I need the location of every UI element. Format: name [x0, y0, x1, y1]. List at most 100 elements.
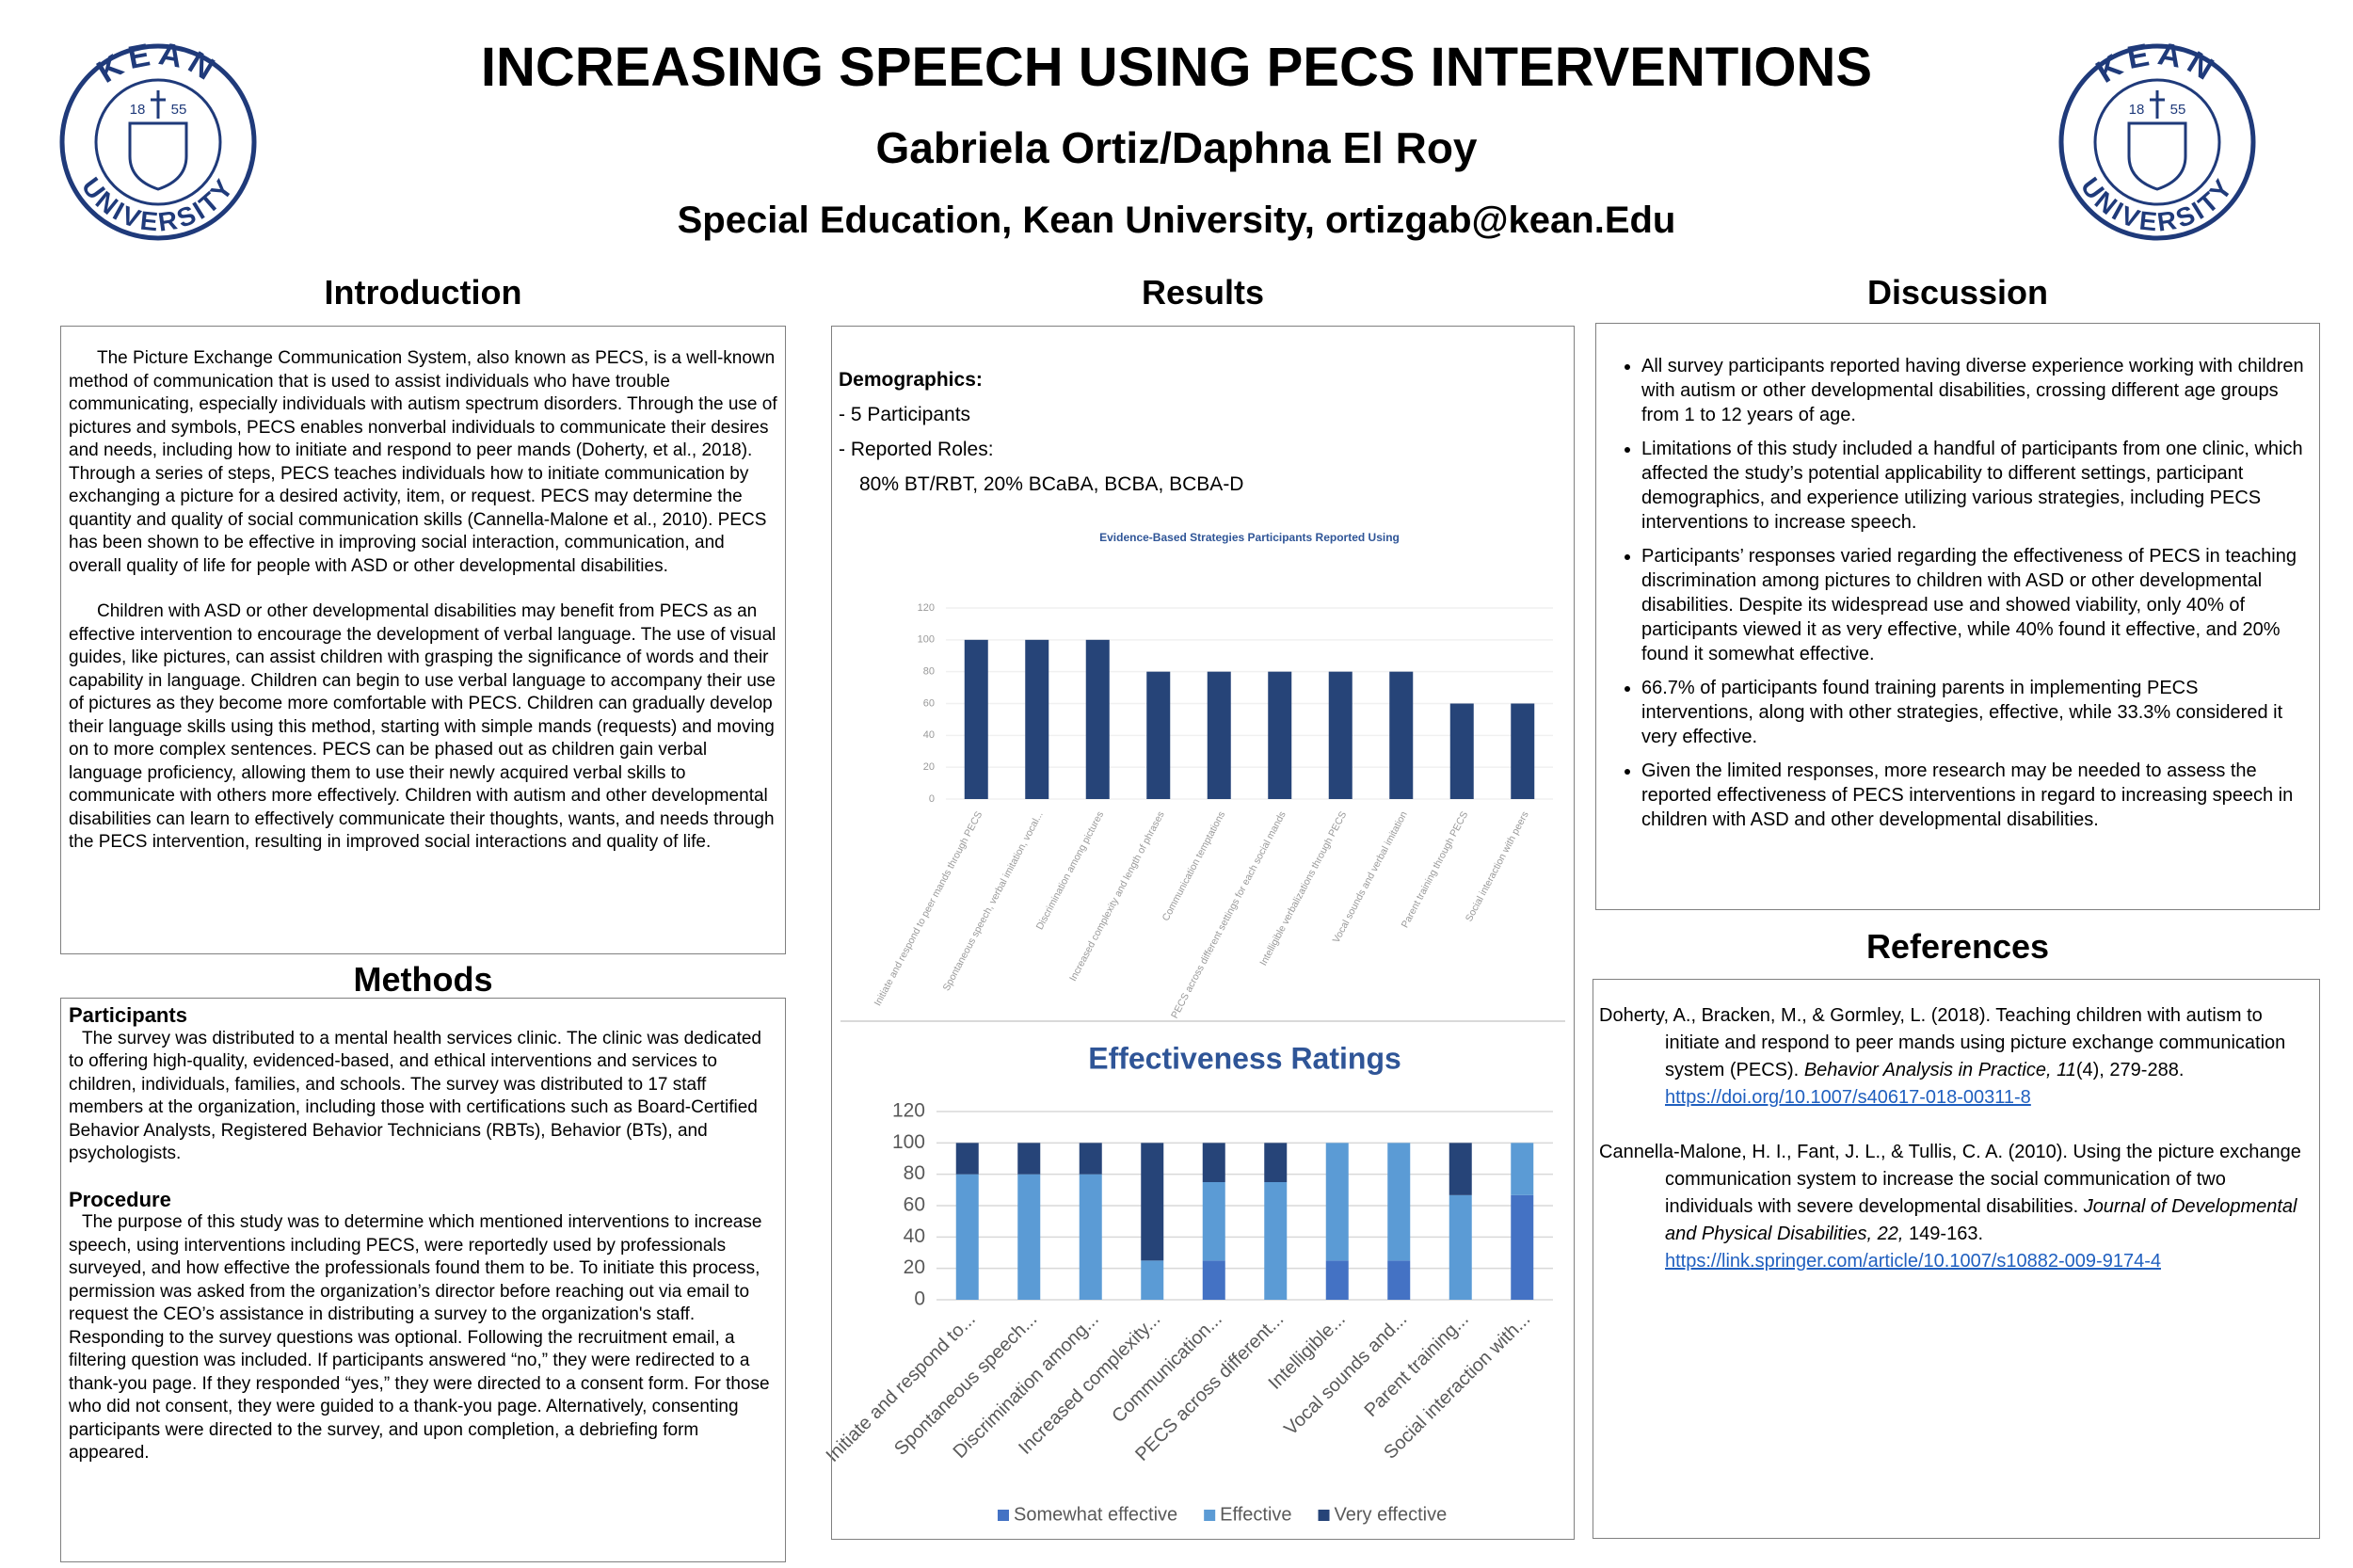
- section-heading: Methods: [353, 960, 493, 999]
- legend-label: Very effective: [1335, 1504, 1448, 1525]
- bar-segment: [1449, 1143, 1472, 1195]
- bar-segment: [1141, 1143, 1164, 1261]
- reference-journal: Behavior Analysis in Practice,: [1803, 1060, 2052, 1080]
- discussion-list: All survey participants reported having …: [1604, 354, 2312, 832]
- reference-pages: (4), 279-288.: [2075, 1060, 2185, 1080]
- logo-year: 18: [2129, 102, 2145, 118]
- title: INCREASING SPEECH USING PECS INTERVENTIO…: [480, 37, 1873, 98]
- legend-swatch: [1318, 1510, 1330, 1521]
- section-heading: Introduction: [324, 273, 522, 312]
- reference-volume: 22,: [1877, 1224, 1904, 1244]
- bar-segment: [955, 1143, 979, 1175]
- bar: [1085, 639, 1110, 799]
- demographics-line: - Reported Roles:: [839, 439, 994, 460]
- reference-text: Doherty, A., Bracken, M., & Gormley, L. …: [1599, 1005, 2286, 1080]
- bar-segment: [1325, 1260, 1349, 1300]
- demographics: Demographics: - 5 Participants - Reporte…: [839, 362, 1243, 502]
- bar-segment: [1511, 1143, 1534, 1195]
- bar: [1328, 671, 1353, 799]
- y-tick-label: 100: [918, 634, 935, 646]
- bar: [1146, 671, 1171, 799]
- discussion-item: Given the limited responses, more resear…: [1641, 759, 2312, 832]
- section-heading: References: [1865, 927, 2050, 966]
- bar-segment: [1202, 1143, 1225, 1182]
- subheading: Participants: [69, 1003, 187, 1027]
- y-tick-label: 120: [918, 602, 935, 614]
- bar-segment: [1141, 1260, 1164, 1300]
- logo-ring: [59, 43, 257, 241]
- section-heading: Discussion: [1866, 273, 2049, 312]
- bar-segment: [955, 1174, 979, 1300]
- chart-title: Evidence-Based Strategies Participants R…: [1099, 531, 1400, 544]
- methods-box: Participants The survey was distributed …: [60, 998, 786, 1562]
- legend-label: Somewhat effective: [1014, 1504, 1177, 1525]
- y-tick-label: 20: [904, 1256, 925, 1278]
- discussion-item: Limitations of this study included a han…: [1641, 437, 2312, 535]
- subheading: Procedure: [69, 1187, 171, 1211]
- bar-segment: [1325, 1143, 1349, 1261]
- bar: [1511, 703, 1535, 799]
- logo-year: 55: [2170, 102, 2186, 118]
- reference: Doherty, A., Bracken, M., & Gormley, L. …: [1599, 1002, 2313, 1112]
- bar-segment: [1202, 1182, 1225, 1261]
- demographics-line: - 5 Participants: [839, 404, 971, 425]
- logo-ring: [2093, 78, 2221, 206]
- discussion-item: Participants’ responses varied regarding…: [1641, 544, 2312, 666]
- bar: [1207, 671, 1231, 799]
- bar-segment: [1202, 1260, 1225, 1300]
- paragraph: Children with ASD or other developmental…: [69, 601, 776, 852]
- chart-title: Effectiveness Ratings: [1088, 1041, 1401, 1075]
- bar-segment: [1017, 1174, 1041, 1300]
- affiliation: Special Education, Kean University, orti…: [677, 200, 1676, 241]
- y-tick-label: 60: [904, 1194, 925, 1216]
- y-tick-label: 40: [923, 729, 935, 741]
- y-tick-label: 0: [914, 1288, 925, 1310]
- paragraph: The purpose of this study was to determi…: [69, 1212, 770, 1463]
- introduction-box: The Picture Exchange Communication Syste…: [60, 326, 786, 954]
- bar-segment: [1449, 1194, 1472, 1300]
- logo-ring: [94, 78, 222, 206]
- authors: Gabriela Ortiz/Daphna El Roy: [875, 123, 1478, 172]
- bar: [1389, 671, 1414, 799]
- legend-swatch: [998, 1510, 1009, 1521]
- paragraph: The Picture Exchange Communication Syste…: [69, 348, 777, 576]
- logo-ring: [2058, 43, 2256, 241]
- bar-segment: [1017, 1143, 1041, 1175]
- legend-swatch: [1204, 1510, 1216, 1521]
- y-tick-label: 40: [904, 1225, 925, 1247]
- section-heading: Results: [1141, 273, 1265, 312]
- bar-segment: [1511, 1194, 1534, 1300]
- y-tick-label: 120: [892, 1100, 925, 1122]
- logo-torch: [151, 90, 166, 119]
- logo-year: 18: [130, 102, 146, 118]
- logo-torch: [2150, 90, 2165, 119]
- discussion-box: All survey participants reported having …: [1595, 323, 2320, 910]
- paragraph: The survey was distributed to a mental h…: [69, 1028, 761, 1164]
- references-box: Doherty, A., Bracken, M., & Gormley, L. …: [1593, 979, 2320, 1539]
- discussion-item: All survey participants reported having …: [1641, 354, 2312, 427]
- y-tick-label: 80: [904, 1162, 925, 1184]
- logo-shield: [2127, 121, 2187, 191]
- bar-segment: [1387, 1143, 1411, 1261]
- reference: Cannella-Malone, H. I., Fant, J. L., & T…: [1599, 1139, 2313, 1275]
- y-tick-label: 20: [923, 761, 935, 773]
- reference-text: Cannella-Malone, H. I., Fant, J. L., & T…: [1599, 1142, 2301, 1217]
- y-tick-label: 100: [892, 1131, 925, 1153]
- reference-pages: 149-163.: [1909, 1224, 1984, 1244]
- bar-segment: [1387, 1260, 1411, 1300]
- legend-label: Effective: [1220, 1504, 1291, 1525]
- reference-journal: Journal of Developmental and Physical Di…: [1665, 1196, 2297, 1244]
- y-tick-label: 80: [923, 666, 935, 678]
- bar-segment: [1264, 1182, 1288, 1300]
- reference-link[interactable]: https://doi.org/10.1007/s40617-018-00311…: [1665, 1087, 2031, 1108]
- bar: [1025, 639, 1049, 799]
- bar-segment: [1079, 1174, 1102, 1300]
- discussion-item: 66.7% of participants found training par…: [1641, 676, 2312, 749]
- logo-shield: [128, 121, 188, 191]
- reference-link[interactable]: https://link.springer.com/article/10.100…: [1665, 1251, 2161, 1272]
- bar: [1268, 671, 1292, 799]
- logo-year: 55: [171, 102, 187, 118]
- y-tick-label: 60: [923, 697, 935, 709]
- results-box: [831, 326, 1575, 1540]
